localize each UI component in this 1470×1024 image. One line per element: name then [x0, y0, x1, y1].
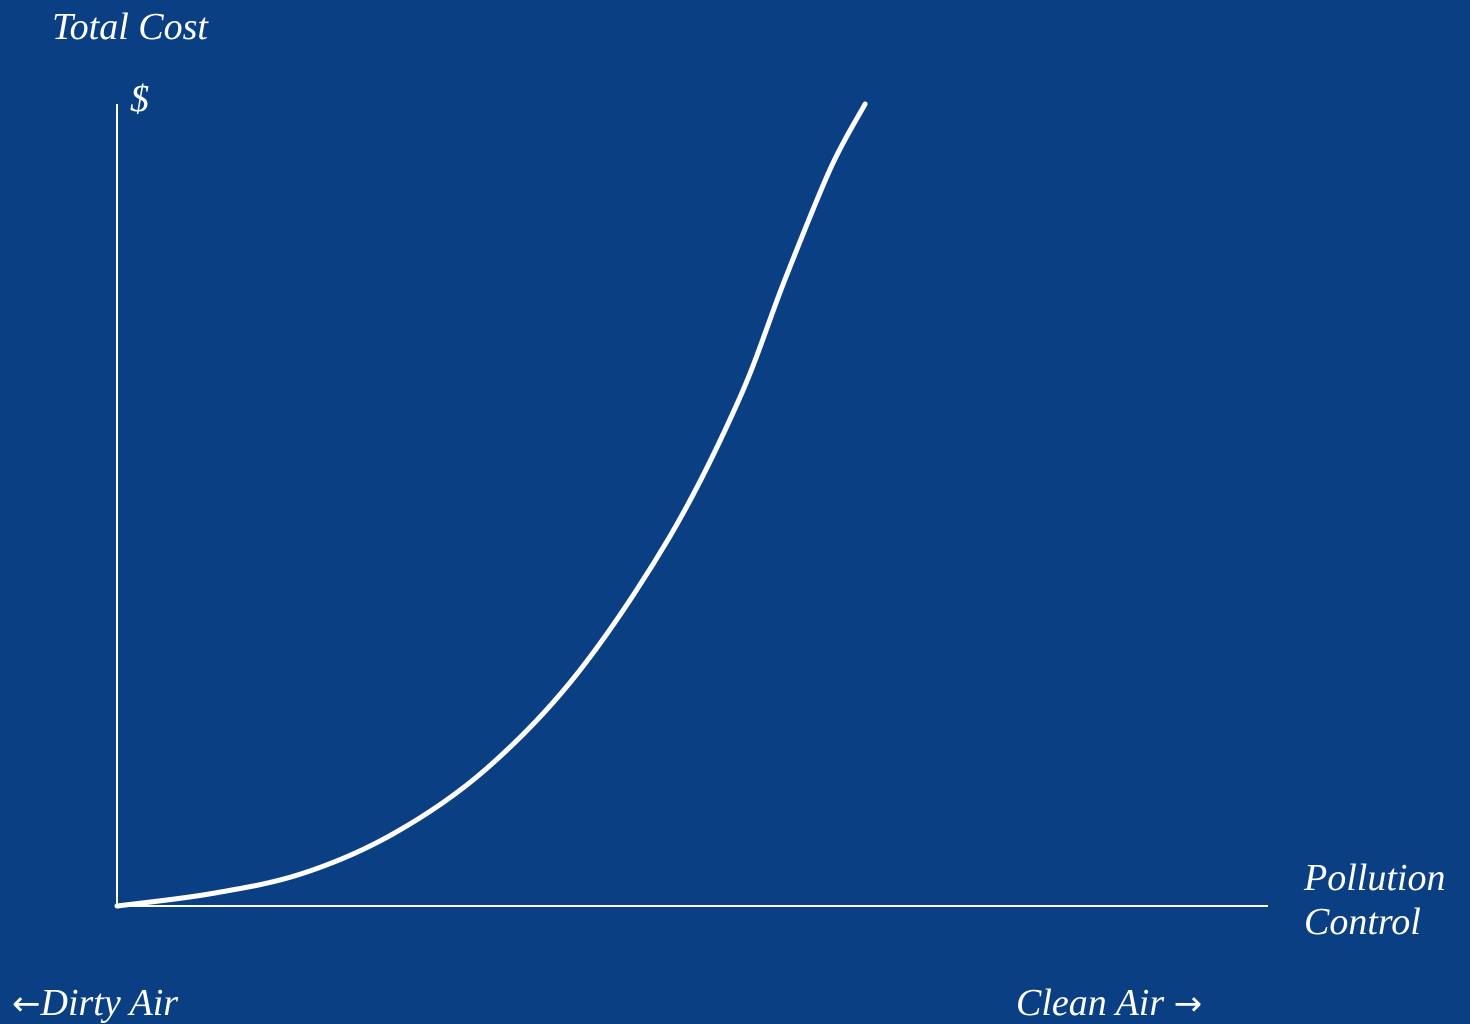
y-axis-label: $	[130, 78, 149, 120]
chart-title: Total Cost	[52, 6, 208, 48]
total-cost-curve	[114, 101, 868, 909]
x-left-annotation: ←Dirty Air	[12, 984, 178, 1022]
clean-air-label: Clean Air	[1016, 982, 1165, 1024]
arrow-right-icon: →	[1173, 984, 1203, 1024]
x-axis-label: Pollution Control	[1304, 857, 1446, 944]
arrow-left-icon: ←	[12, 984, 41, 1024]
dirty-air-label: Dirty Air	[40, 982, 179, 1024]
x-right-annotation: Clean Air →	[1016, 984, 1202, 1022]
